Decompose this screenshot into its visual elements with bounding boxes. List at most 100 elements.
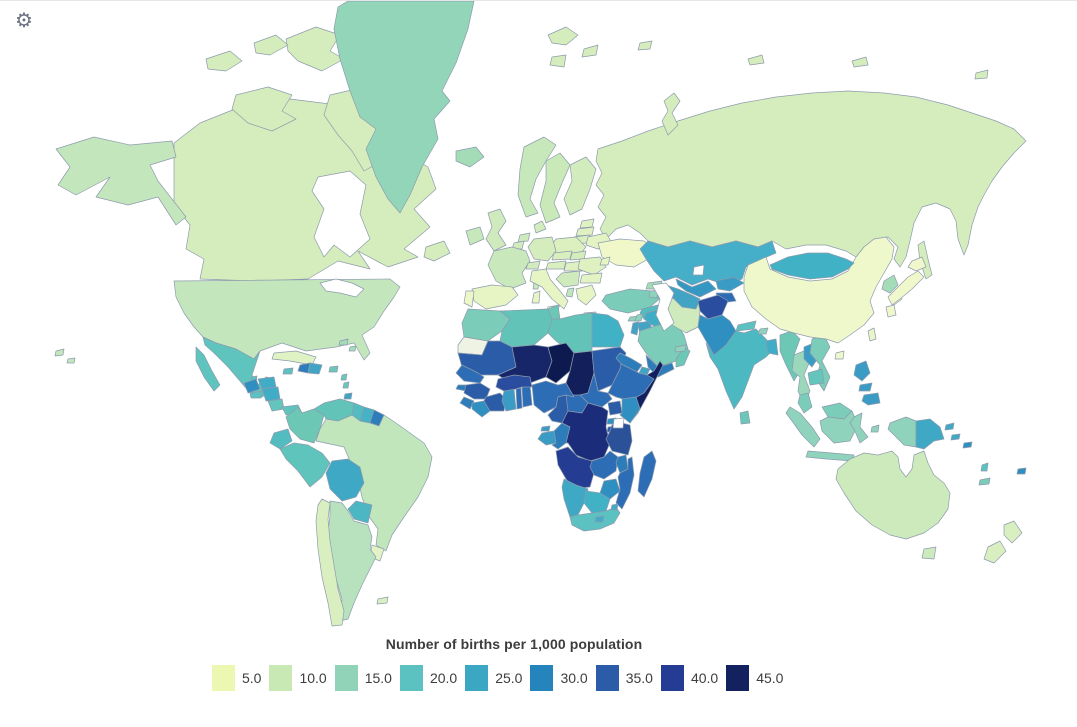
region-uae[interactable] (674, 344, 687, 353)
region-lesotho[interactable] (594, 515, 605, 523)
region-uganda[interactable] (607, 400, 623, 416)
region-iceland[interactable] (455, 146, 485, 168)
region-philippines[interactable] (858, 382, 873, 392)
region-italy[interactable] (531, 290, 541, 304)
region-austria[interactable] (545, 260, 567, 270)
region-israel[interactable] (630, 321, 640, 336)
region-canada[interactable] (231, 86, 297, 132)
region-tanzania[interactable] (605, 422, 633, 456)
region-ivory-coast[interactable] (483, 392, 507, 412)
region-russia[interactable] (747, 54, 765, 66)
region-indonesia[interactable] (887, 416, 917, 448)
region-costa-rica[interactable] (267, 398, 285, 412)
region-china[interactable] (834, 350, 845, 360)
region-kazakhstan[interactable] (639, 240, 777, 286)
region-china[interactable] (743, 236, 895, 344)
region-canada[interactable] (253, 34, 289, 56)
region-chile[interactable] (315, 498, 345, 627)
region-serbia-balkans[interactable] (555, 270, 581, 288)
region-united-kingdom[interactable] (485, 208, 507, 252)
region-puerto-rico[interactable] (328, 365, 339, 373)
region-denmark[interactable] (533, 220, 547, 234)
region-burkina-faso[interactable] (495, 374, 533, 392)
region-angola[interactable] (555, 446, 595, 490)
region-japan[interactable] (907, 256, 927, 272)
region-papua-new-guinea[interactable] (944, 422, 955, 431)
region-south-africa[interactable] (569, 506, 621, 532)
region-italy[interactable] (529, 268, 569, 310)
region-vanuatu[interactable] (980, 462, 989, 472)
region-sierra-leone[interactable] (459, 396, 475, 410)
region-netherlands[interactable] (517, 232, 531, 243)
region-guinea[interactable] (463, 382, 491, 400)
region-malaysia[interactable] (797, 392, 813, 414)
region-latvia[interactable] (575, 226, 595, 237)
region-estonia[interactable] (579, 218, 595, 229)
region-papua-new-guinea[interactable] (915, 418, 945, 450)
region-nicaragua[interactable] (261, 386, 281, 402)
region-united-states[interactable] (66, 357, 76, 364)
region-india[interactable] (705, 328, 775, 410)
region-bangladesh[interactable] (765, 338, 779, 356)
region-japan[interactable] (885, 304, 897, 318)
region-paraguay[interactable] (347, 500, 373, 524)
region-switzerland[interactable] (525, 260, 541, 270)
region-kyrgyzstan[interactable] (715, 276, 745, 292)
region-madagascar[interactable] (637, 450, 657, 498)
region-united-states[interactable] (173, 278, 401, 361)
region-albania[interactable] (565, 287, 575, 298)
region-new-caledonia[interactable] (978, 477, 991, 486)
region-algeria[interactable] (499, 308, 553, 348)
region-bulgaria[interactable] (579, 272, 603, 284)
region-egypt[interactable] (591, 312, 625, 348)
region-guatemala[interactable] (243, 378, 261, 394)
region-dominican-republic[interactable] (307, 362, 323, 375)
region-russia[interactable] (637, 40, 653, 51)
region-russia[interactable] (851, 56, 869, 68)
region-kenya[interactable] (619, 396, 641, 424)
region-falkland-islands[interactable] (376, 596, 389, 605)
region-indonesia[interactable] (805, 450, 855, 462)
region-bhutan[interactable] (757, 327, 769, 335)
region-russia[interactable] (974, 69, 989, 80)
region-senegal[interactable] (455, 364, 485, 384)
region-lebanon[interactable] (634, 313, 644, 322)
region-equatorial-guinea[interactable] (540, 425, 551, 432)
region-australia[interactable] (921, 546, 937, 560)
region-afghanistan[interactable] (697, 294, 729, 320)
region-sri-lanka[interactable] (739, 410, 751, 425)
region-uzbekistan[interactable] (675, 278, 717, 298)
region-canada[interactable] (423, 240, 451, 262)
region-mongolia[interactable] (769, 252, 855, 280)
region-papua-new-guinea[interactable] (950, 433, 961, 441)
region-ireland[interactable] (465, 226, 485, 246)
region-lesser-antilles[interactable] (340, 373, 348, 381)
region-togo[interactable] (515, 387, 523, 410)
region-congo[interactable] (551, 422, 571, 450)
region-greece[interactable] (575, 284, 597, 306)
region-indonesia[interactable] (785, 406, 821, 448)
region-united-states[interactable] (55, 136, 187, 226)
region-philippines[interactable] (861, 392, 881, 406)
region-indonesia[interactable] (849, 412, 869, 444)
region-vietnam[interactable] (809, 334, 831, 392)
region-solomon-islands[interactable] (962, 441, 973, 449)
region-bahamas[interactable] (348, 345, 357, 352)
region-new-zealand[interactable] (1003, 520, 1023, 544)
region-greenland[interactable] (333, 1, 475, 214)
region-russia[interactable] (581, 44, 599, 58)
region-united-states[interactable] (54, 348, 65, 357)
settings-gear-icon[interactable]: ⚙ (15, 10, 33, 32)
region-new-zealand[interactable] (983, 540, 1007, 564)
region-germany[interactable] (527, 236, 557, 262)
region-trinidad[interactable] (343, 392, 353, 400)
region-north-korea[interactable] (881, 274, 899, 294)
region-canada[interactable] (205, 50, 243, 72)
region-el-salvador[interactable] (249, 390, 263, 399)
region-russia[interactable] (595, 90, 1027, 268)
region-australia[interactable] (835, 450, 951, 540)
region-lesser-antilles[interactable] (342, 381, 350, 389)
region-japan[interactable] (887, 270, 925, 306)
region-indonesia[interactable] (870, 424, 880, 433)
region-moldova[interactable] (599, 256, 611, 266)
